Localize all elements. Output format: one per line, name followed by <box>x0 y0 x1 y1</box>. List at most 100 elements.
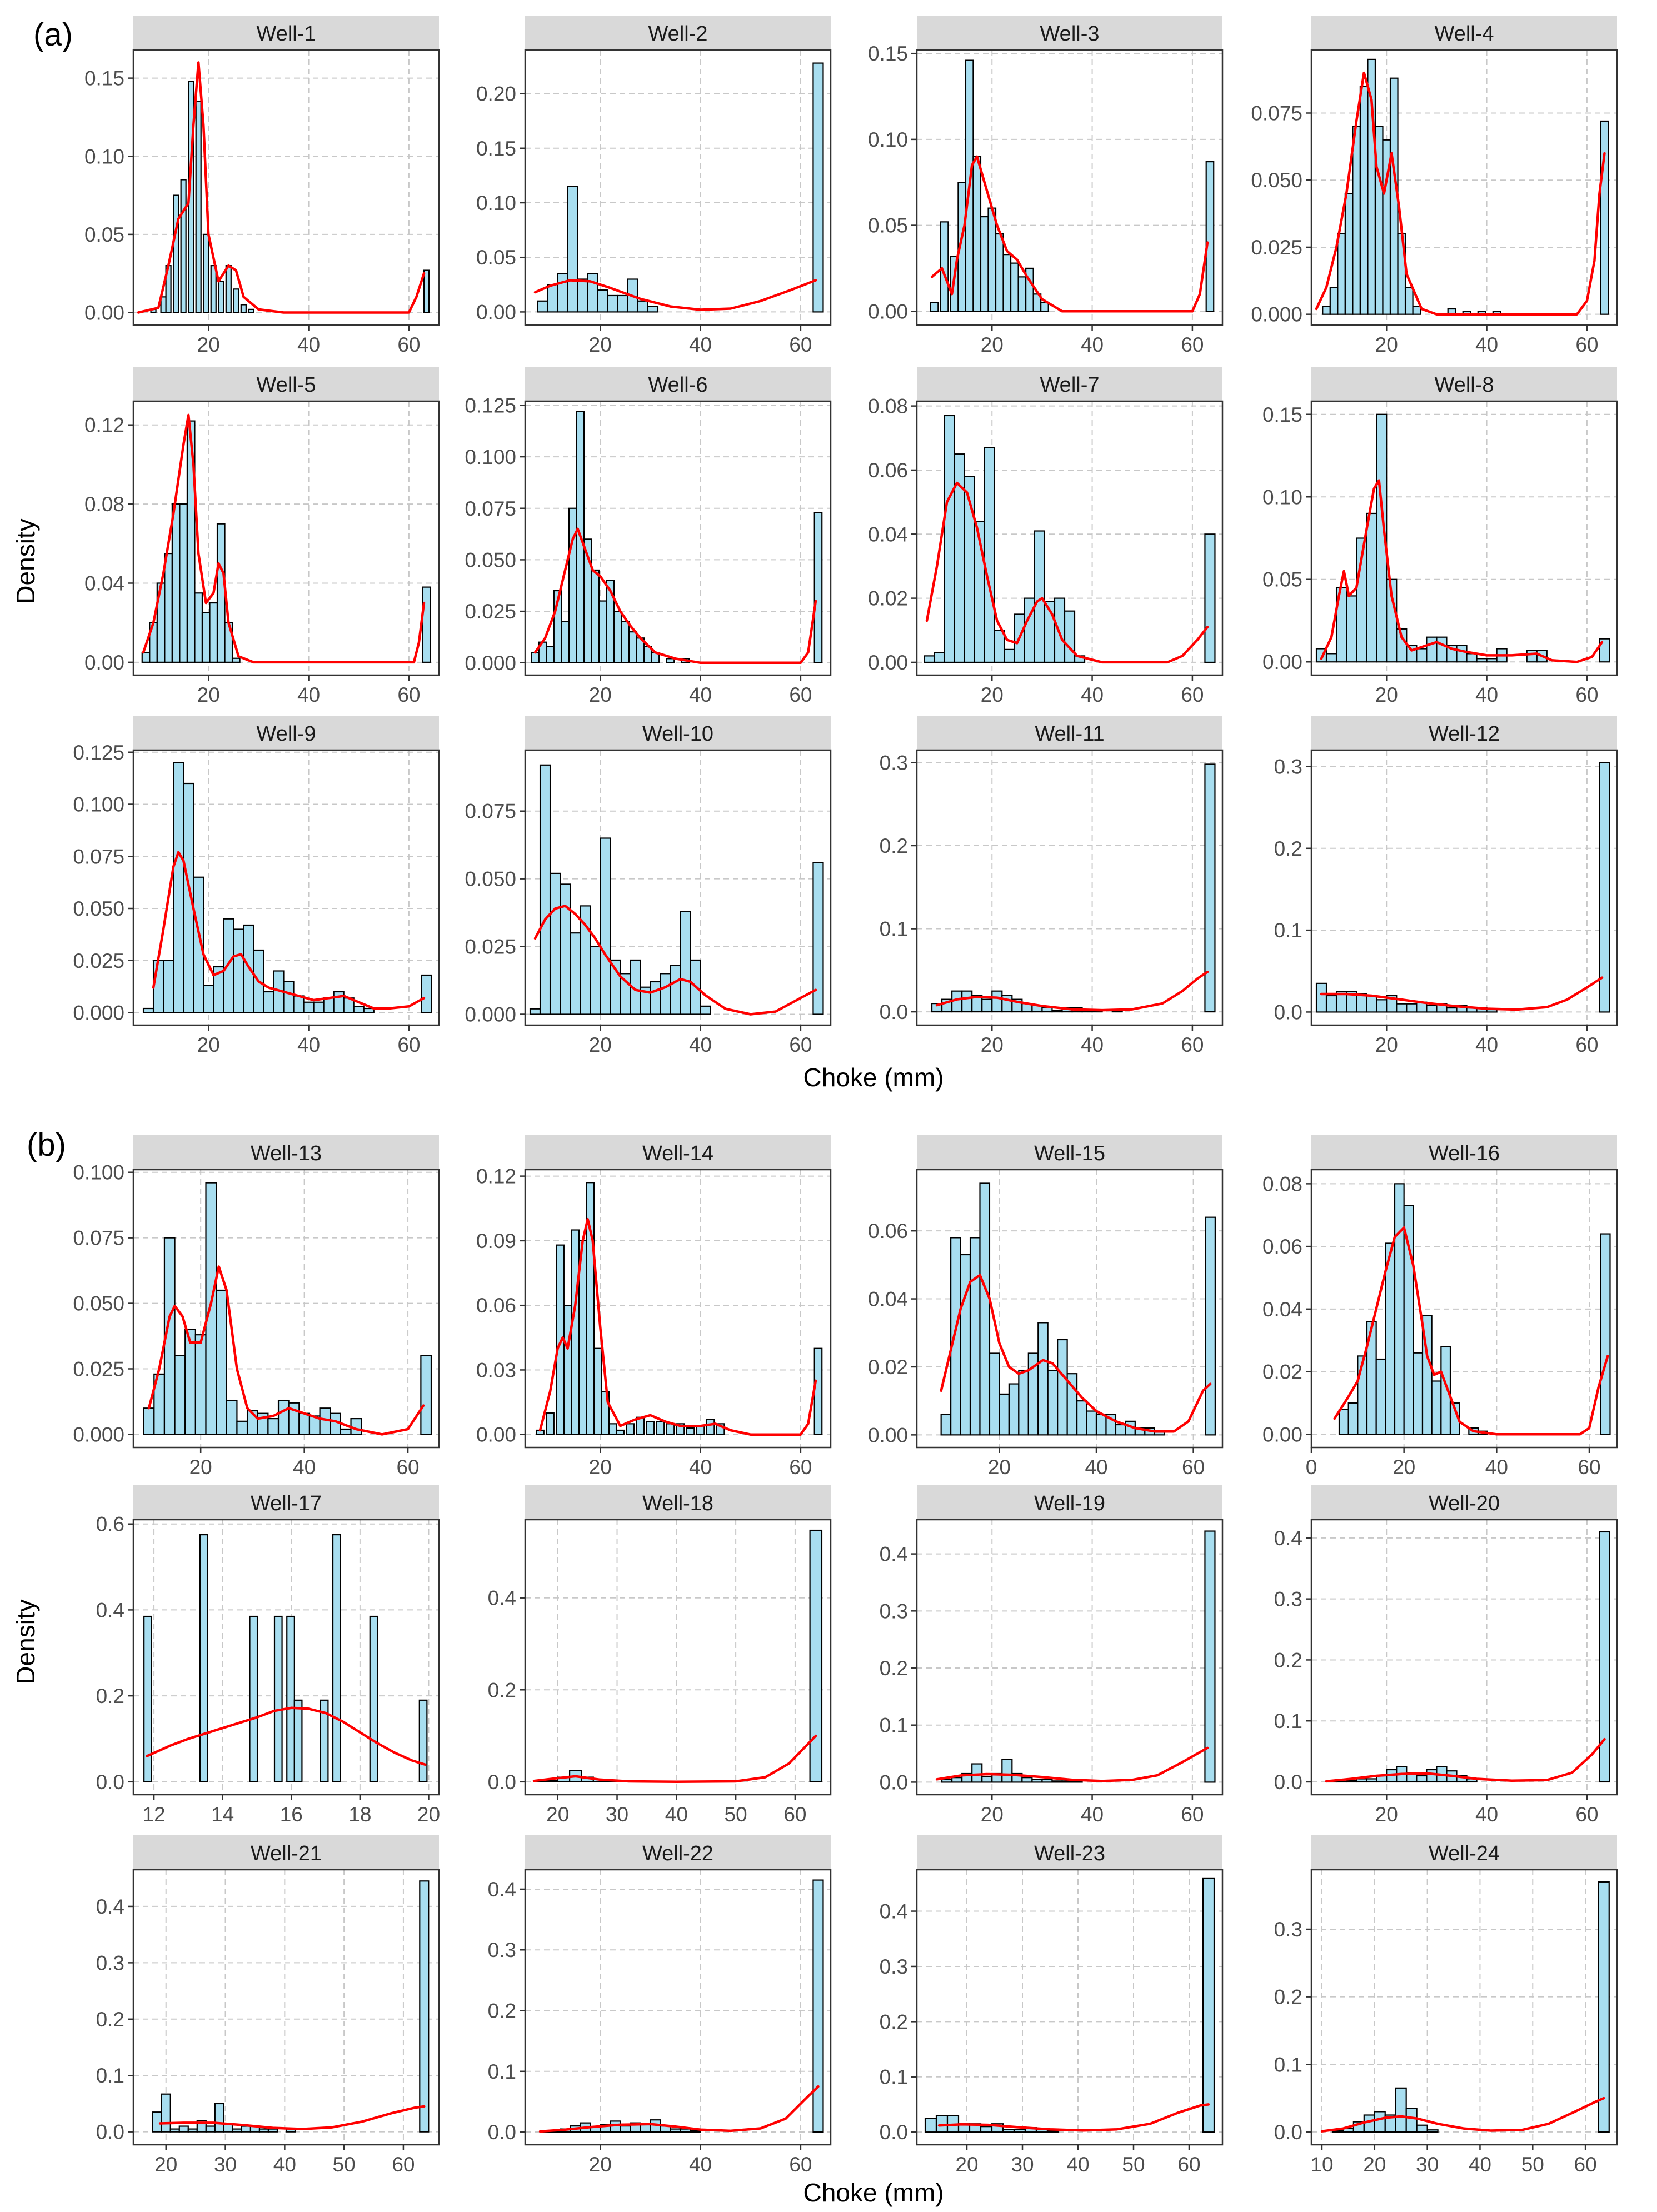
panel-frame <box>524 49 832 326</box>
x-tick-label: 10 <box>1310 2153 1333 2176</box>
histogram-bar <box>1041 1007 1053 1013</box>
histogram-bar <box>591 569 600 663</box>
histogram-bar <box>1347 1402 1359 1435</box>
x-tick-label: 40 <box>689 1033 712 1056</box>
histogram-bar <box>173 194 179 313</box>
y-tick-label: 0.3 <box>880 1955 908 1978</box>
panel-frame <box>916 49 1224 326</box>
histogram-bar <box>236 1420 248 1435</box>
histogram-bar <box>1395 2087 1407 2133</box>
histogram-bar <box>1476 658 1488 663</box>
histogram-bar <box>539 764 551 1015</box>
histogram-bar <box>563 1305 572 1435</box>
histogram-bar <box>267 1418 280 1435</box>
histogram-bar <box>941 1779 953 1783</box>
facet-strip <box>133 1135 439 1170</box>
histogram-bar <box>1325 653 1337 663</box>
histogram-bar <box>164 552 173 663</box>
histogram-bar <box>1031 1779 1043 1783</box>
histogram-bar <box>1204 1530 1216 1783</box>
histogram-bar <box>340 1428 352 1435</box>
histogram-bar <box>670 965 681 1015</box>
y-tick-label: 0.3 <box>1274 1918 1302 1941</box>
x-tick-label: 60 <box>397 683 420 706</box>
y-tick-label: 0.20 <box>476 83 516 106</box>
facet-well-7: Well-7 20 40 60 0.00 0.02 0.04 0.06 0.08 <box>868 367 1224 706</box>
histogram-bar <box>608 1423 617 1435</box>
histogram-bar <box>1010 262 1019 312</box>
density-curve <box>152 851 426 1010</box>
y-tick-label: 0.075 <box>465 497 516 520</box>
x-tick-label: 12 <box>143 1803 166 1826</box>
histogram-bar <box>1416 648 1428 663</box>
histogram-bar <box>597 289 608 313</box>
y-tick-label: 0.02 <box>1262 1361 1302 1384</box>
x-tick-label: 20 <box>417 1803 440 1826</box>
x-tick-label: 0 <box>1306 1456 1317 1479</box>
y-tick-label: 0.2 <box>96 1685 124 1707</box>
histogram-bar <box>233 288 239 313</box>
facet-title: Well-19 <box>1034 1492 1105 1515</box>
histogram-bar <box>1205 161 1215 312</box>
histogram-bar <box>248 308 254 313</box>
facet-well-17: Well-17 12 14 16 18 20 0.0 0.2 0.4 0.6 <box>96 1485 440 1826</box>
facet-title: Well-5 <box>257 373 316 397</box>
histogram-bar <box>174 1355 186 1435</box>
x-tick-label: 40 <box>1085 1456 1107 1479</box>
x-tick-label: 50 <box>725 1803 747 1826</box>
density-curve <box>1320 976 1604 1011</box>
y-tick-label: 0.125 <box>73 741 124 764</box>
x-tick-label: 20 <box>197 333 220 356</box>
y-tick-label: 0.1 <box>1274 1710 1302 1732</box>
histogram-bar <box>231 657 241 663</box>
x-tick-label: 20 <box>1375 1033 1398 1056</box>
density-curve <box>1315 71 1606 316</box>
y-tick-label: 0.2 <box>1274 1986 1302 2009</box>
histogram-bar <box>994 630 1005 663</box>
panel-frame <box>132 749 440 1026</box>
histogram-bar <box>1013 2129 1026 2133</box>
x-axis-title-a: Choke (mm) <box>803 1063 944 1092</box>
y-tick-label: 0.0 <box>1274 2121 1302 2144</box>
histogram-bar <box>1526 650 1538 663</box>
x-tick-label: 40 <box>1475 1033 1498 1056</box>
y-tick-label: 0.050 <box>465 548 516 571</box>
histogram-bar <box>193 876 204 1013</box>
histogram-bar <box>1426 636 1438 663</box>
panel-frame <box>524 1869 832 2146</box>
density-curve <box>538 2085 820 2133</box>
y-tick-label: 0.4 <box>880 1543 908 1566</box>
y-tick-label: 0.4 <box>488 1878 516 1901</box>
histogram-bar <box>1385 1242 1396 1435</box>
facet-strip <box>917 1485 1222 1520</box>
y-tick-label: 0.0 <box>880 1771 908 1794</box>
histogram-bar <box>203 985 214 1013</box>
y-tick-label: 0.02 <box>868 1356 908 1379</box>
y-tick-label: 0.00 <box>1262 1423 1302 1446</box>
histogram-bar <box>617 294 628 313</box>
histogram-bar <box>187 2128 198 2133</box>
histogram-bar <box>194 1334 207 1435</box>
histogram-bar <box>995 233 1004 312</box>
histogram-bar <box>590 946 601 1015</box>
histogram-bar <box>980 216 989 312</box>
x-tick-label: 60 <box>1574 2153 1597 2176</box>
facet-well-11: Well-11 20 40 60 0.0 0.1 0.2 0.3 <box>880 716 1224 1056</box>
histogram-bar <box>210 265 217 313</box>
facet-title: Well-17 <box>251 1492 322 1515</box>
density-curve <box>147 1265 425 1436</box>
histogram-bar <box>1061 1780 1073 1783</box>
histogram-bar <box>1426 1769 1438 1783</box>
histogram-bar <box>369 1615 378 1782</box>
y-tick-label: 0.2 <box>1274 1649 1302 1671</box>
facet-strip <box>133 16 439 50</box>
histogram-bar <box>1403 1205 1414 1435</box>
histogram-bar <box>1599 761 1610 1013</box>
histogram-bar <box>1051 1780 1063 1783</box>
histogram-bar <box>812 862 824 1015</box>
histogram-bar <box>680 911 691 1015</box>
y-tick-label: 0.0 <box>96 1771 124 1794</box>
y-tick-label: 0.075 <box>73 845 124 868</box>
y-tick-label: 0.4 <box>488 1587 516 1610</box>
histogram-bar <box>1095 1414 1107 1436</box>
